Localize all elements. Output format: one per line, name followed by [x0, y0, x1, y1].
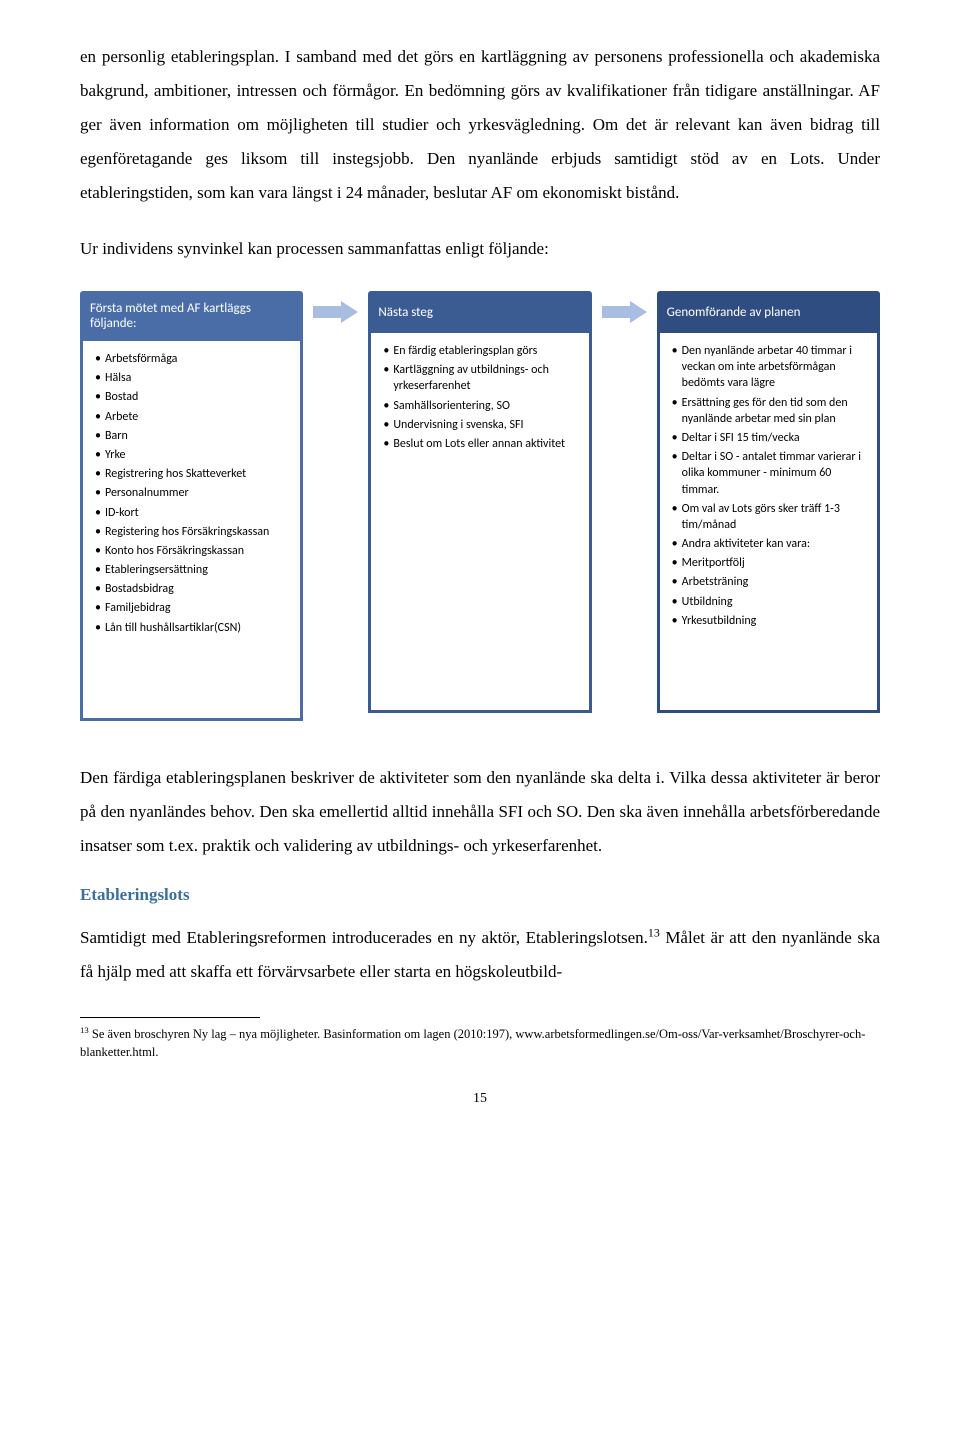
list-item: Registering hos Försäkringskassan [95, 524, 292, 540]
list-item: Den nyanlände arbetar 40 timmar i veckan… [672, 343, 869, 392]
column-header: Nästa steg [368, 291, 591, 333]
footnote-body: Se även broschyren Ny lag – nya möjlighe… [80, 1027, 865, 1059]
list-item: Deltar i SO - antalet timmar varierar i … [672, 449, 869, 498]
process-column: Första mötet med AF kartläggs följande: … [80, 291, 303, 721]
footnote-num: 13 [80, 1025, 89, 1035]
process-diagram: Första mötet med AF kartläggs följande: … [80, 291, 880, 721]
column-header: Första mötet med AF kartläggs följande: [80, 291, 303, 341]
list-item: Arbetsförmåga [95, 351, 292, 367]
list-item: Beslut om Lots eller annan aktivitet [383, 436, 580, 452]
list-item: Arbetsträning [672, 574, 869, 590]
subheading-etableringslots: Etableringslots [80, 885, 880, 905]
page-number: 15 [80, 1091, 880, 1107]
column-body: Arbetsförmåga Hälsa Bostad Arbete Barn Yrke Re… [80, 341, 303, 721]
list-item: Utbildning [672, 594, 869, 610]
footnote-text: 13 Se även broschyren Ny lag – nya möjli… [80, 1024, 880, 1061]
list-item: Ersättning ges för den tid som den nyanl… [672, 395, 869, 427]
list-item: Meritportfölj [672, 555, 869, 571]
list-item: Hälsa [95, 370, 292, 386]
list-item: Yrke [95, 447, 292, 463]
list-item: En färdig etableringsplan görs [383, 343, 580, 359]
list-item: Om val av Lots görs sker träff 1-3 tim/m… [672, 501, 869, 533]
list-item: Undervisning i svenska, SFI [383, 417, 580, 433]
post-paragraph-2: Samtidigt med Etableringsreformen introd… [80, 921, 880, 989]
process-column: Nästa steg En färdig etableringsplan gör… [368, 291, 591, 713]
column-body: Den nyanlände arbetar 40 timmar i veckan… [657, 333, 880, 713]
list-item: Yrkesutbildning [672, 613, 869, 629]
list-item: Barn [95, 428, 292, 444]
p4-part-a: Samtidigt med Etableringsreformen introd… [80, 928, 648, 947]
list-item: Kartläggning av utbildnings- och yrkeser… [383, 362, 580, 394]
footnote-ref: 13 [648, 925, 660, 939]
process-column: Genomförande av planen Den nyanlände arb… [657, 291, 880, 713]
list-item: ID-kort [95, 505, 292, 521]
arrow-icon [313, 291, 358, 323]
list-item: Deltar i SFI 15 tim/vecka [672, 430, 869, 446]
post-paragraph-1: Den färdiga etableringsplanen beskriver … [80, 761, 880, 863]
list-item: Etableringsersättning [95, 562, 292, 578]
list-item: Samhällsorientering, SO [383, 398, 580, 414]
arrow-icon [602, 291, 647, 323]
column-header: Genomförande av planen [657, 291, 880, 333]
list-item: Bostadsbidrag [95, 581, 292, 597]
list-item: Konto hos Försäkringskassan [95, 543, 292, 559]
list-item: Bostad [95, 389, 292, 405]
list-item: Andra aktiviteter kan vara: [672, 536, 869, 552]
list-item: Arbete [95, 409, 292, 425]
list-item: Lån till hushållsartiklar(CSN) [95, 620, 292, 636]
list-item: Personalnummer [95, 485, 292, 501]
intro-paragraph-2: Ur individens synvinkel kan processen sa… [80, 232, 880, 266]
column-body: En färdig etableringsplan görs Kartläggni… [368, 333, 591, 713]
list-item: Familjebidrag [95, 600, 292, 616]
list-item: Registrering hos Skatteverket [95, 466, 292, 482]
intro-paragraph-1: en personlig etableringsplan. I samband … [80, 40, 880, 210]
footnote-separator [80, 1017, 260, 1018]
